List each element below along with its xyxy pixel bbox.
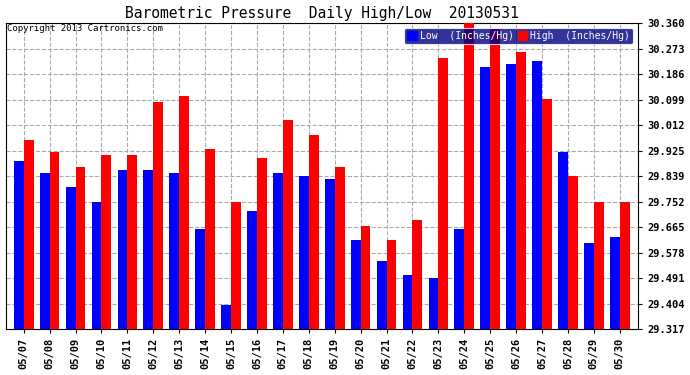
Bar [351, 240, 361, 329]
Bar [75, 167, 86, 329]
Bar [257, 158, 267, 329]
Bar [128, 155, 137, 329]
Bar [594, 202, 604, 329]
Bar [169, 173, 179, 329]
Bar [335, 167, 344, 329]
Bar [66, 188, 75, 329]
Bar [568, 176, 578, 329]
Bar [455, 228, 464, 329]
Bar [299, 176, 309, 329]
Bar [117, 170, 128, 329]
Title: Barometric Pressure  Daily High/Low  20130531: Barometric Pressure Daily High/Low 20130… [125, 6, 519, 21]
Bar [490, 29, 500, 329]
Bar [584, 243, 594, 329]
Bar [221, 305, 231, 329]
Bar [309, 135, 319, 329]
Bar [195, 228, 205, 329]
Bar [23, 141, 34, 329]
Bar [205, 149, 215, 329]
Bar [413, 220, 422, 329]
Bar [325, 178, 335, 329]
Bar [144, 170, 153, 329]
Bar [101, 155, 111, 329]
Bar [153, 102, 163, 329]
Bar [92, 202, 101, 329]
Bar [516, 53, 526, 329]
Bar [542, 99, 552, 329]
Bar [438, 58, 449, 329]
Bar [377, 261, 386, 329]
Bar [283, 120, 293, 329]
Text: Copyright 2013 Cartronics.com: Copyright 2013 Cartronics.com [7, 24, 163, 33]
Bar [532, 61, 542, 329]
Bar [610, 237, 620, 329]
Bar [506, 64, 516, 329]
Bar [14, 161, 23, 329]
Bar [558, 152, 568, 329]
Bar [179, 96, 189, 329]
Bar [402, 276, 413, 329]
Bar [40, 173, 50, 329]
Bar [480, 67, 490, 329]
Bar [620, 202, 629, 329]
Legend: Low  (Inches/Hg), High  (Inches/Hg): Low (Inches/Hg), High (Inches/Hg) [404, 28, 633, 44]
Bar [273, 173, 283, 329]
Bar [386, 240, 396, 329]
Bar [231, 202, 241, 329]
Bar [428, 278, 438, 329]
Bar [247, 211, 257, 329]
Bar [464, 20, 474, 329]
Bar [50, 152, 59, 329]
Bar [361, 226, 371, 329]
